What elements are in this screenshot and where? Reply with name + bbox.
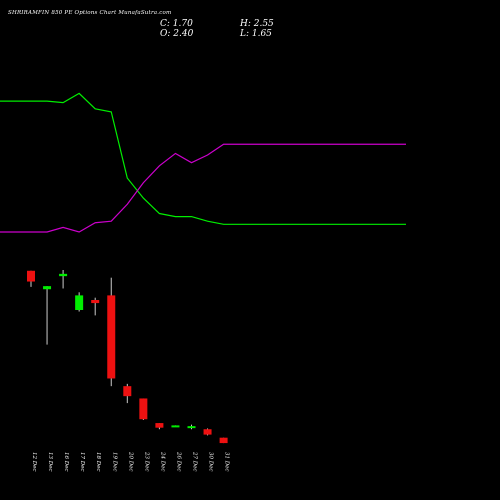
x-tick-label: 23 Dec — [143, 451, 149, 472]
indicator-line-1 — [0, 92, 406, 225]
candle-body — [187, 426, 196, 429]
x-tick-label: 24 Dec — [159, 451, 165, 472]
x-tick-label: 31 Dec — [224, 452, 230, 472]
x-tick-label: 12 Dec — [31, 452, 37, 472]
candle-body — [203, 429, 212, 435]
candle-17-dec — [75, 292, 84, 312]
candle-body — [59, 273, 68, 277]
x-axis-labels: 12 Dec 13 Dec 16 Dec 17 Dec 18 Dec 19 Dec 20 D… — [31, 451, 230, 472]
open-value: O: 2.40 — [160, 29, 194, 39]
candle-body — [139, 398, 148, 420]
indicator-lines — [0, 92, 406, 233]
x-tick-label: 26 Dec — [175, 451, 181, 472]
candle-20-dec — [123, 383, 132, 404]
x-tick-label: 30 Dec — [208, 452, 214, 472]
low-value: L: 1.65 — [240, 29, 272, 39]
candle-24-dec — [155, 423, 164, 430]
candle-30-dec — [203, 428, 212, 436]
candle-body — [91, 300, 100, 304]
candle-body — [107, 295, 116, 379]
x-tick-label: 18 Dec — [95, 452, 101, 472]
candle-31-dec — [219, 437, 228, 444]
x-tick-label: 19 Dec — [111, 452, 117, 472]
candle-13-dec — [43, 286, 52, 345]
candle-body — [123, 386, 132, 397]
candle-body — [171, 425, 180, 428]
candle-26-dec — [171, 425, 180, 428]
x-tick-label: 13 Dec — [47, 452, 53, 472]
indicator-line-2 — [0, 143, 406, 233]
chart-title: SHRIRAMFIN 850 PE Options Chart MunafaSu… — [8, 10, 172, 16]
candle-body — [75, 295, 84, 310]
candle-body — [219, 437, 228, 444]
candlesticks — [27, 270, 228, 444]
candle-12-dec — [27, 270, 35, 287]
high-value: H: 2.55 — [240, 19, 274, 29]
candle-19-dec — [107, 277, 116, 387]
close-value: C: 1.70 — [160, 19, 193, 29]
candle-body — [43, 286, 52, 290]
candle-27-dec — [187, 424, 196, 430]
candle-body — [27, 270, 35, 282]
x-tick-label: 20 Dec — [127, 451, 133, 472]
candle-23-dec — [139, 398, 148, 420]
candle-16-dec — [59, 270, 68, 289]
x-tick-label: 17 Dec — [79, 452, 85, 472]
candle-18-dec — [91, 297, 100, 316]
x-tick-label: 27 Dec — [192, 451, 198, 472]
candle-body — [155, 423, 164, 428]
x-tick-label: 16 Dec — [63, 452, 69, 472]
